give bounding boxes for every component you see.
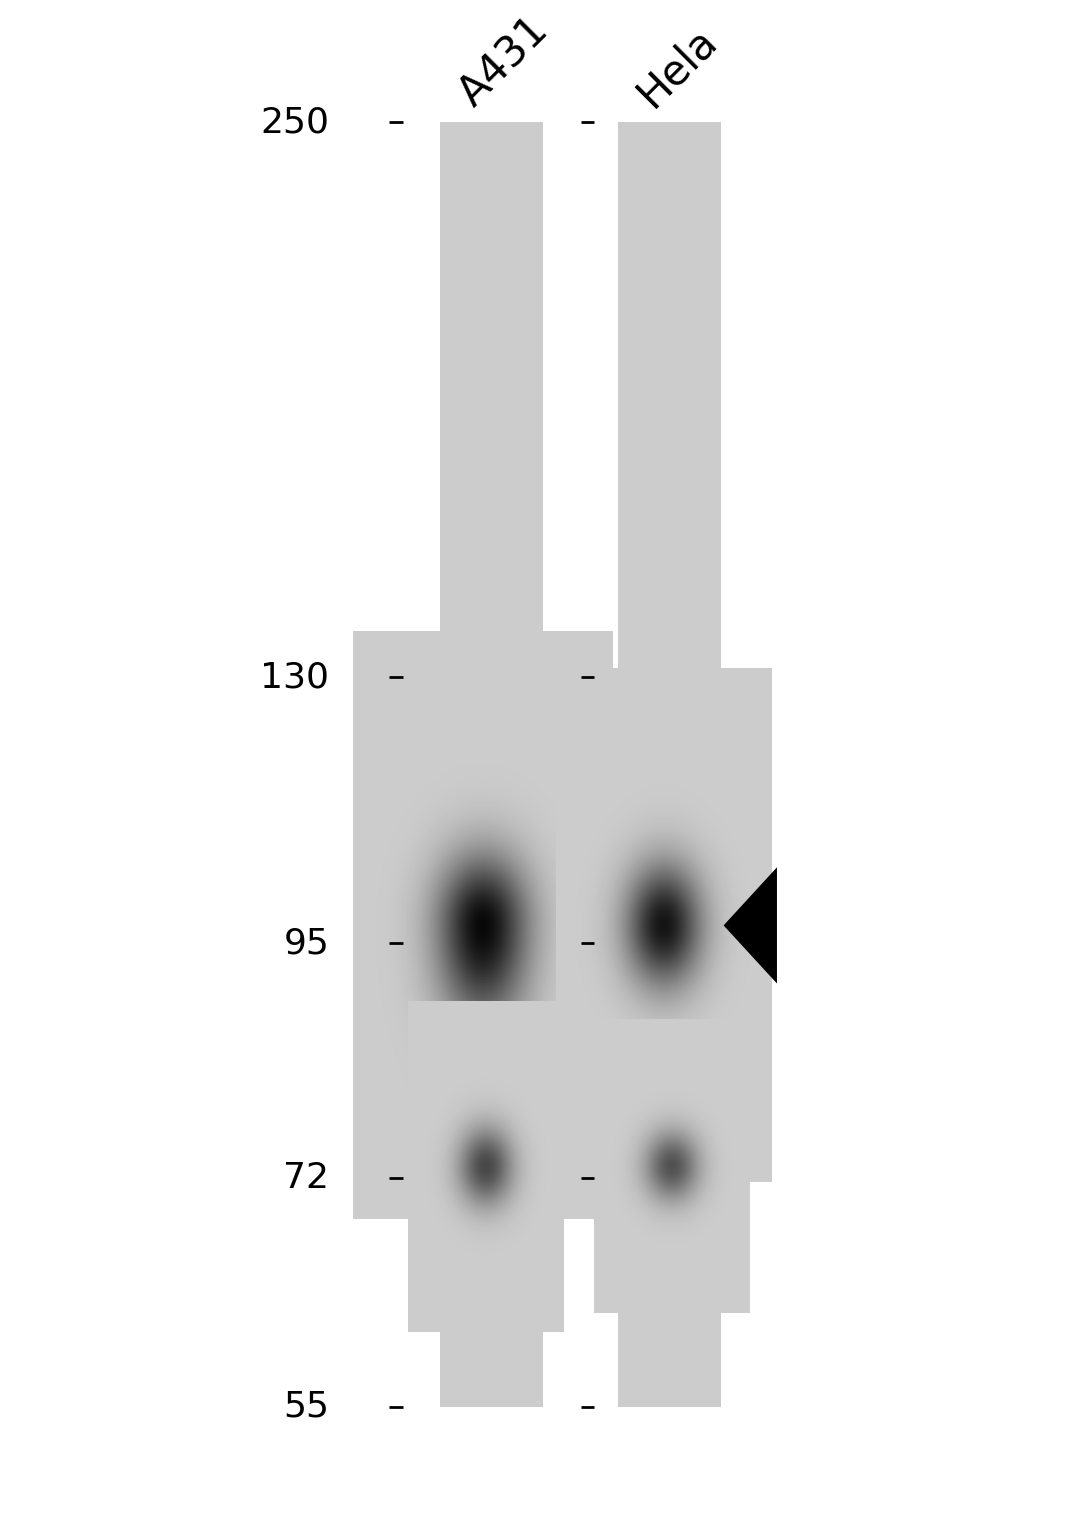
Text: 250: 250 — [260, 106, 329, 139]
Bar — [441, 122, 543, 1407]
Text: 72: 72 — [283, 1161, 329, 1196]
Text: Hela: Hela — [630, 18, 726, 115]
Text: A431: A431 — [451, 9, 557, 115]
Text: 130: 130 — [260, 661, 329, 694]
Text: 95: 95 — [284, 927, 329, 960]
Bar — [618, 122, 720, 1407]
Polygon shape — [724, 867, 777, 983]
Text: 55: 55 — [283, 1390, 329, 1423]
